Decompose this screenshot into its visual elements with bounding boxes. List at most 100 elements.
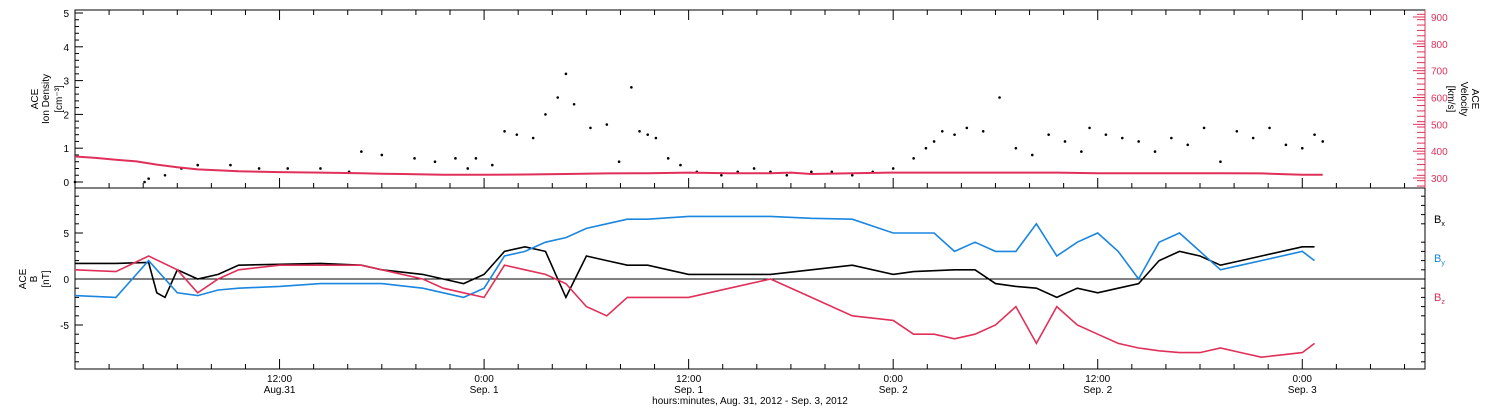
- velocity-series-line: [74, 155, 1323, 176]
- density-point: [965, 126, 969, 130]
- density-axis-label: ACE Ion Density [cm⁻³]: [30, 74, 65, 124]
- x-tick-label-date: Sep. 3: [1288, 385, 1317, 396]
- density-point: [229, 163, 232, 167]
- density-point: [531, 136, 535, 140]
- density-point: [433, 160, 437, 164]
- density-point: [646, 133, 650, 136]
- x-tick-label-time: 12:00: [676, 374, 701, 385]
- density-point: [810, 170, 813, 174]
- density-point: [830, 170, 834, 174]
- density-point: [1137, 140, 1140, 143]
- density-point: [1120, 136, 1124, 140]
- density-point: [572, 102, 576, 106]
- x-tick-label-time: 0:00: [474, 374, 494, 385]
- bfield-label-units: [nT]: [41, 270, 52, 287]
- density-point: [1268, 126, 1271, 130]
- data-marks: [73, 72, 1325, 359]
- density-point: [1170, 136, 1173, 140]
- x-tick-label-date: Sep. 2: [879, 385, 908, 396]
- density-label-units: [cm⁻³]: [54, 85, 65, 113]
- density-point: [319, 167, 322, 170]
- density-point: [638, 130, 641, 133]
- x-tick-label-date: Sep. 2: [1083, 385, 1112, 396]
- density-point: [1080, 150, 1083, 153]
- velocity-label-units: [km/s]: [1445, 86, 1456, 113]
- density-point: [589, 126, 592, 130]
- density-point: [981, 130, 985, 133]
- bfield-tick-label: 5: [63, 229, 69, 240]
- density-label-line2: Ion Density: [41, 74, 52, 124]
- bfield-series-bx: [75, 245, 1315, 300]
- density-point: [257, 167, 261, 170]
- density-point: [666, 157, 670, 160]
- velocity-axis-label: ACE Velocity [km/s]: [1445, 82, 1480, 116]
- density-point: [752, 167, 756, 170]
- bfield-axis-label: ACE B [nT]: [18, 268, 52, 289]
- density-point: [163, 173, 167, 177]
- legend-bx: Bx: [1434, 214, 1445, 228]
- velocity-tick-label: 700: [1431, 67, 1448, 78]
- density-point: [1153, 150, 1157, 153]
- density-point: [605, 123, 609, 126]
- density-point: [1014, 146, 1018, 150]
- density-point: [564, 72, 568, 76]
- top-panel-axes: 0 1 2 3 4 5 300 400 500 600 700 800 900: [63, 9, 1448, 189]
- density-point: [1313, 133, 1316, 136]
- density-point: [850, 173, 854, 177]
- density-tick-label: 4: [63, 43, 69, 54]
- density-point: [940, 130, 944, 133]
- density-point: [932, 140, 936, 143]
- x-tick-label-time: 0:00: [1293, 374, 1313, 385]
- density-point: [515, 133, 519, 136]
- density-series: [73, 72, 1325, 184]
- x-tick-label-time: 0:00: [883, 374, 903, 385]
- density-point: [1202, 126, 1206, 130]
- density-point: [360, 150, 363, 153]
- velocity-label-line1: ACE: [1469, 89, 1480, 110]
- x-tick-label-time: 12:00: [1085, 374, 1110, 385]
- velocity-tick-label: 400: [1431, 147, 1448, 158]
- density-point: [924, 146, 928, 150]
- density-point: [556, 96, 560, 99]
- bfield-tick-label: -5: [60, 321, 69, 332]
- density-point: [466, 167, 470, 170]
- density-point: [1219, 160, 1222, 164]
- x-axis-title: hours:minutes, Aug. 31, 2012 - Sep. 3, 2…: [652, 396, 848, 407]
- density-tick-label: 1: [63, 144, 69, 155]
- density-point: [953, 133, 956, 136]
- density-point: [474, 157, 478, 160]
- density-point: [998, 96, 1001, 99]
- x-tick-label-date: Sep. 1: [674, 385, 703, 396]
- bfield-tick-label: 0: [63, 275, 69, 286]
- density-tick-label: 3: [63, 77, 69, 88]
- density-point: [1047, 133, 1050, 136]
- bfield-label-line2: B: [29, 275, 40, 282]
- density-point: [1235, 130, 1239, 133]
- velocity-tick-label: 500: [1431, 120, 1448, 131]
- bfield-legend: Bx By Bz: [1434, 214, 1445, 306]
- density-point: [454, 157, 457, 160]
- density-point: [1251, 136, 1255, 140]
- x-tick-label-time: 12:00: [267, 374, 292, 385]
- density-point: [617, 160, 621, 164]
- legend-bz: Bz: [1434, 292, 1445, 306]
- density-point: [544, 113, 547, 116]
- density-point: [654, 136, 658, 140]
- density-point: [1284, 143, 1288, 147]
- density-point: [380, 153, 384, 157]
- density-point: [720, 173, 723, 177]
- top-panel-frame: [74, 9, 1426, 189]
- bfield-label-line1: ACE: [18, 268, 29, 289]
- density-tick-label: 5: [63, 9, 69, 20]
- velocity-tick-label: 300: [1431, 174, 1448, 185]
- bfield-series-by: [74, 215, 1315, 299]
- bfield-series-bz: [74, 255, 1315, 359]
- density-point: [147, 177, 150, 180]
- density-point: [785, 173, 789, 177]
- density-point: [630, 86, 633, 89]
- velocity-label-line2: Velocity: [1458, 82, 1469, 116]
- density-point: [73, 180, 77, 184]
- density-point: [413, 157, 416, 160]
